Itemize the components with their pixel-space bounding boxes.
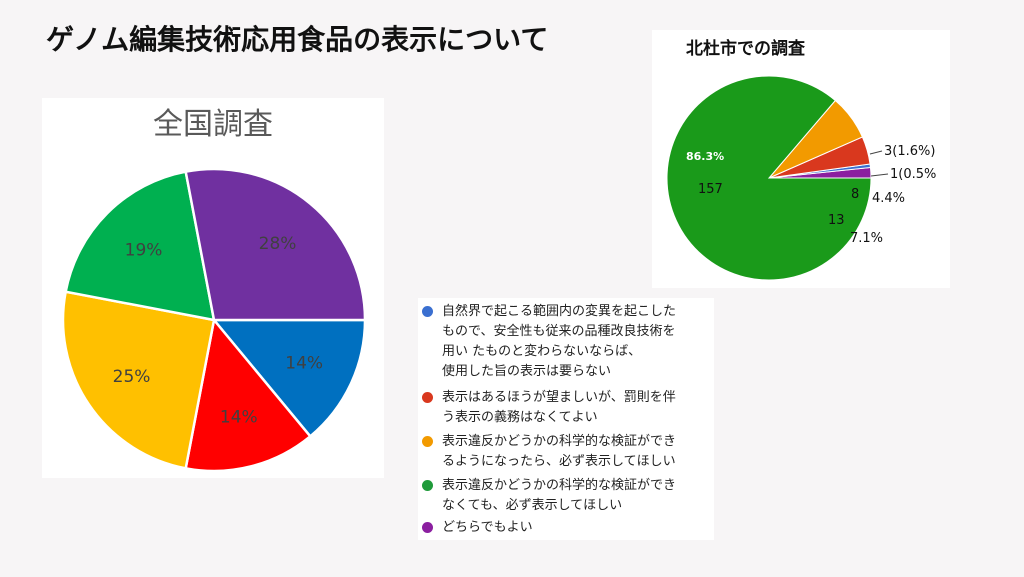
slice-label: 86.3%	[686, 150, 724, 163]
legend-swatch	[422, 522, 433, 533]
legend-swatch	[422, 480, 433, 491]
slice-label: 8	[851, 187, 859, 202]
legend-label: 表示違反かどうかの科学的な検証ができ るようになったら、必ず表示してほしい	[442, 434, 677, 469]
legend-item: 表示違反かどうかの科学的な検証ができ るようになったら、必ず表示してほしい	[422, 432, 710, 472]
chart-title: 北杜市での調査	[686, 39, 805, 59]
pie-slice	[184, 167, 367, 322]
legend-swatch	[422, 392, 433, 403]
leader-line	[870, 173, 889, 177]
national-survey-panel: 全国調査 14% 14% 25% 19% 28%	[42, 98, 384, 478]
legend-swatch	[422, 436, 433, 447]
legend-item: どちらでもよい	[422, 518, 710, 538]
hokuto-pie-chart: 3(1.6%) 1(0.5% 8 4.4% 13 7.1% 86.3% 157	[666, 75, 936, 281]
slice-label: 14%	[220, 408, 258, 428]
legend-label: 表示はあるほうが望ましいが、罰則を伴 う表示の義務はなくてよい	[442, 390, 676, 425]
legend-label: 自然界で起こる範囲内の変異を起こした もので、安全性も従来の品種改良技術を 用い…	[442, 304, 677, 379]
legend-label: 表示違反かどうかの科学的な検証ができ なくても、必ず表示してほしい	[442, 478, 677, 513]
legend-panel: 自然界で起こる範囲内の変異を起こした もので、安全性も従来の品種改良技術を 用い…	[418, 298, 714, 540]
slice-label: 28%	[259, 234, 297, 254]
slice-label: 1(0.5%	[890, 167, 936, 182]
slice-label: 19%	[125, 241, 163, 261]
pie-slice	[184, 317, 313, 473]
slice-label: 7.1%	[850, 231, 883, 246]
slice-label: 14%	[285, 353, 323, 373]
leader-line	[869, 150, 883, 155]
legend-item: 表示違反かどうかの科学的な検証ができ なくても、必ず表示してほしい	[422, 476, 710, 516]
pie-slice	[211, 318, 367, 439]
pie-slice	[61, 290, 216, 470]
legend-item: 表示はあるほうが望ましいが、罰則を伴 う表示の義務はなくてよい	[422, 388, 710, 428]
legend-swatch	[422, 306, 433, 317]
slice-label: 13	[828, 213, 845, 228]
chart-title: 全国調査	[153, 107, 273, 142]
national-pie-chart: 全国調査 14% 14% 25% 19% 28%	[61, 107, 367, 473]
pie-slice	[64, 170, 216, 322]
slide-title: ゲノム編集技術応用食品の表示について	[46, 23, 549, 56]
slice-label: 25%	[113, 367, 151, 387]
legend-label: どちらでもよい	[442, 520, 533, 535]
legend-item: 自然界で起こる範囲内の変異を起こした もので、安全性も従来の品種改良技術を 用い…	[422, 302, 710, 382]
pie-slice	[666, 75, 872, 281]
slice-label: 3(1.6%)	[884, 144, 935, 159]
slice-label: 157	[698, 182, 723, 197]
hokuto-survey-panel: 北杜市での調査 3(1.6%) 1(0.5% 8 4.4% 13 7.1% 86.3% 157	[652, 30, 950, 288]
slice-label: 4.4%	[872, 191, 905, 206]
